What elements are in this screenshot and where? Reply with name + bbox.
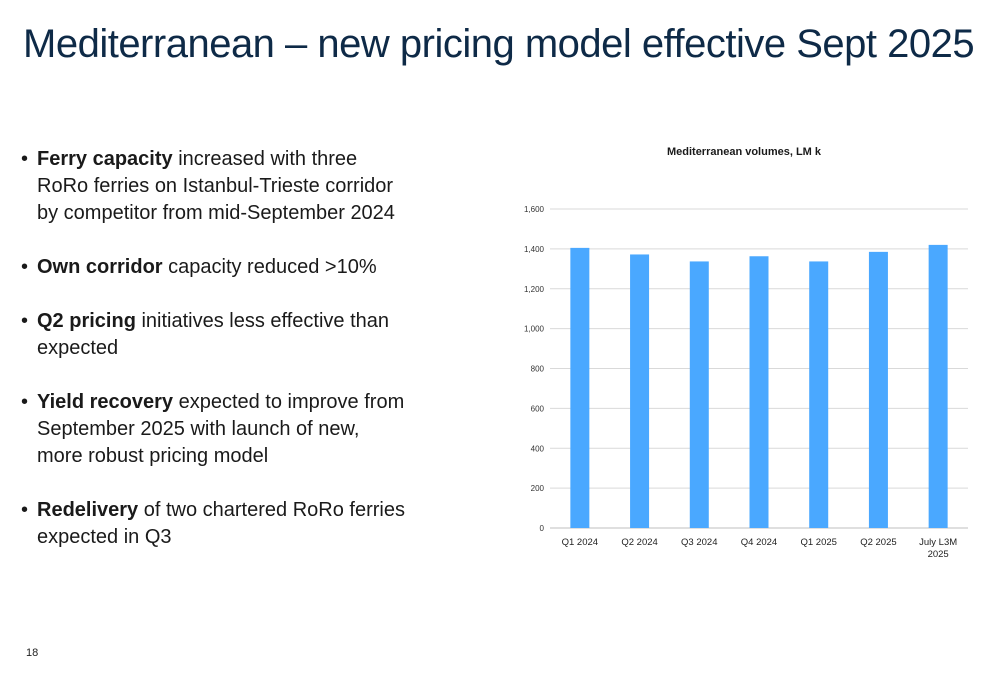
y-tick-label: 1,200 bbox=[524, 285, 545, 294]
x-tick-label: 2025 bbox=[928, 549, 949, 560]
bullet-item: Q2 pricing initiatives less effective th… bbox=[20, 308, 410, 362]
bar bbox=[630, 254, 650, 528]
x-tick-label: Q1 2025 bbox=[800, 537, 836, 548]
x-tick-label: Q3 2024 bbox=[681, 537, 717, 548]
bullet-item: Own corridor capacity reduced >10% bbox=[20, 254, 410, 281]
slide-title: Mediterranean – new pricing model effect… bbox=[23, 22, 975, 66]
page-number: 18 bbox=[26, 647, 39, 659]
bullet-bold: Own corridor bbox=[37, 256, 163, 278]
volumes-bar-chart: Mediterranean volumes, LM k 0 200 400 600 80… bbox=[524, 146, 968, 560]
x-axis-ticks: Q1 2024 Q2 2024 Q3 2024 Q4 2024 Q1 2025 Q2 20… bbox=[562, 537, 958, 560]
bar bbox=[689, 261, 709, 528]
bullet-item: Redelivery of two chartered RoRo ferries… bbox=[20, 497, 410, 551]
bar bbox=[868, 251, 888, 528]
bullet-text: of two chartered RoRo ferries expected i… bbox=[37, 499, 405, 548]
bullet-bold: Ferry capacity bbox=[37, 148, 173, 170]
y-axis-ticks: 0 200 400 600 800 1,000 1,200 1,400 1,600 bbox=[524, 205, 545, 533]
y-tick-label: 0 bbox=[540, 524, 545, 533]
y-tick-label: 200 bbox=[531, 484, 545, 493]
x-tick-label: Q2 2024 bbox=[621, 537, 657, 548]
y-tick-label: 1,600 bbox=[524, 205, 545, 214]
bar bbox=[809, 261, 829, 528]
chart-bars bbox=[570, 244, 948, 529]
bar bbox=[749, 256, 769, 528]
bullet-bold: Q2 pricing bbox=[37, 310, 136, 332]
y-tick-label: 600 bbox=[531, 404, 545, 413]
x-tick-label: Q2 2025 bbox=[860, 537, 896, 548]
bullet-item: Ferry capacity increased with three RoRo… bbox=[20, 146, 410, 227]
bullet-bold: Yield recovery bbox=[37, 391, 174, 413]
x-tick-label: Q4 2024 bbox=[741, 537, 777, 548]
y-tick-label: 400 bbox=[531, 444, 545, 453]
bullet-bold: Redelivery bbox=[37, 499, 139, 521]
bullet-text: expected to improve from September 2025 … bbox=[37, 391, 405, 467]
x-tick-label: Q1 2024 bbox=[562, 537, 598, 548]
y-tick-label: 1,400 bbox=[524, 245, 545, 254]
bar bbox=[570, 247, 590, 529]
bullet-list: Ferry capacity increased with three RoRo… bbox=[20, 146, 410, 578]
bar bbox=[928, 244, 948, 528]
bullet-item: Yield recovery expected to improve from … bbox=[20, 389, 410, 470]
x-tick-label: July L3M bbox=[919, 537, 957, 548]
y-tick-label: 800 bbox=[531, 365, 545, 374]
bullet-text: increased with three RoRo ferries on Ist… bbox=[37, 148, 395, 224]
y-tick-label: 1,000 bbox=[524, 325, 545, 334]
bullet-text: initiatives less effective than expected bbox=[37, 310, 390, 359]
bullet-text: capacity reduced >10% bbox=[162, 256, 377, 278]
chart-title: Mediterranean volumes, LM k bbox=[667, 146, 822, 158]
